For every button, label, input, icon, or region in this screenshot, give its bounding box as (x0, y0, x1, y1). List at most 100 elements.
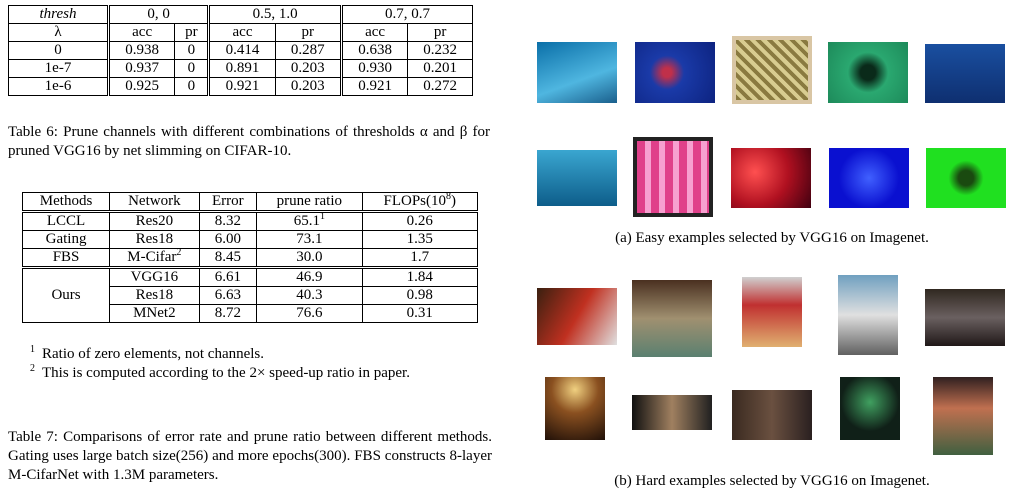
image (633, 137, 713, 217)
header-text: ) (451, 193, 456, 209)
image (925, 289, 1005, 346)
cell-text: Res18 (135, 231, 174, 247)
image (731, 148, 811, 208)
header-cell: pr (407, 23, 473, 42)
image (838, 275, 898, 355)
image (632, 280, 712, 357)
table-cell: 1.84 (361, 267, 478, 287)
figure-caption: (b) Hard examples selected by VGG16 on I… (614, 473, 930, 489)
table-cell: 6.61 (198, 267, 258, 287)
table-cell: Gating (21, 230, 111, 249)
table-cell: 0.232 (407, 41, 473, 60)
image (732, 36, 812, 104)
table-cell: 0.201 (407, 59, 473, 78)
table-cell: 6.63 (198, 286, 258, 305)
table-cell: 65.11 (256, 211, 363, 231)
table-cell: 73.1 (256, 230, 363, 249)
exponent: 8 (446, 191, 451, 202)
cell-text: 65.1 (293, 213, 320, 229)
table-cell: 1e-6 (8, 77, 110, 96)
table-cell: 40.3 (256, 286, 363, 305)
image (635, 42, 715, 103)
table-cell: 0 (174, 59, 211, 78)
header-cell: 0, 0 (107, 5, 211, 24)
table-cell: 0.930 (340, 59, 409, 78)
table-6-caption: Table 6: Prune channels with different c… (8, 124, 490, 159)
table-row: MNet2 8.72 76.6 0.31 (23, 304, 478, 323)
footnote-text: This is computed according to the 2× spe… (42, 365, 410, 381)
table-cell: 1.35 (361, 230, 478, 249)
header-cell: 0.7, 0.7 (340, 5, 474, 24)
header-cell: 0.5, 1.0 (208, 5, 343, 24)
table-row: FBS M-Cifar2 8.45 30.0 1.7 (21, 247, 478, 268)
image (742, 277, 802, 347)
header-cell: thresh (8, 5, 110, 24)
table-cell: 0.414 (208, 41, 276, 60)
table-cell: 1.7 (361, 248, 478, 268)
header-cell: Error (198, 192, 258, 212)
table-cell: MNet2 (109, 304, 200, 323)
table-6: thresh 0, 0 0.5, 1.0 0.7, 0.7 λ acc pr acc p… (8, 5, 474, 96)
cell-text: 30.0 (296, 249, 323, 265)
header-cell: prune ratio (256, 192, 363, 212)
image (537, 42, 617, 103)
table-row: 1e-6 0.925 0 0.921 0.203 0.921 0.272 (8, 77, 473, 96)
table-cell: Res18 (109, 286, 200, 305)
footnote-mark: 2 (176, 247, 182, 258)
footnote-mark: 1 (319, 211, 325, 222)
table-cell: 0.891 (208, 59, 276, 78)
table-cell: Res20 (109, 211, 200, 231)
table-cell: 46.9 (256, 267, 363, 287)
image (828, 42, 908, 103)
image (925, 44, 1005, 103)
table-cell: FBS (21, 248, 111, 268)
figure-caption: (a) Easy examples selected by VGG16 on I… (615, 230, 929, 246)
cell-text: 73.1 (296, 231, 323, 247)
image (732, 390, 812, 440)
table-cell: 0.26 (361, 211, 478, 231)
table-row: LCCL Res20 8.32 65.11 0.26 (21, 211, 478, 231)
table-cell: 0.31 (361, 304, 478, 323)
table-row: Res18 6.63 40.3 0.98 (23, 286, 478, 305)
table-cell: 76.6 (256, 304, 363, 323)
table-cell: 0.98 (361, 286, 478, 305)
image (829, 148, 909, 208)
table-cell: Ours (21, 267, 111, 323)
table-cell: 0.287 (274, 41, 343, 60)
table-7-caption: Table 7: Comparisons of error rate and p… (8, 429, 492, 483)
table-cell: 0.272 (407, 77, 473, 96)
table-cell: 0.938 (107, 41, 176, 60)
footnote-text: Ratio of zero elements, not channels. (42, 346, 265, 362)
header-cell: Methods (21, 192, 111, 212)
table-cell: 0 (174, 41, 211, 60)
table-row: 0 0.938 0 0.414 0.287 0.638 0.232 (8, 41, 473, 60)
footnote: 2 This is computed according to the 2× sp… (30, 363, 410, 382)
image (545, 377, 605, 440)
header-cell: Network (109, 192, 200, 212)
table-cell: 8.72 (198, 304, 258, 323)
table-row: Gating Res18 6.00 73.1 1.35 (21, 230, 478, 249)
table-cell: 0 (174, 77, 211, 96)
table-cell: 0.921 (340, 77, 409, 96)
cell-text: Res20 (135, 213, 174, 229)
footnote: 1 Ratio of zero elements, not channels. (30, 344, 265, 363)
table-7: Methods Network Error prune ratio FLOPs(… (21, 191, 478, 323)
header-cell: acc (208, 23, 276, 42)
image (537, 288, 617, 345)
image (926, 148, 1006, 208)
table-cell: 8.45 (198, 248, 258, 268)
header-text: FLOPs(10 (383, 193, 446, 209)
table-row: 1e-7 0.937 0 0.891 0.203 0.930 0.201 (8, 59, 473, 78)
header-cell: acc (107, 23, 176, 42)
header-cell: acc (340, 23, 409, 42)
table-cell: 0.638 (340, 41, 409, 60)
table-cell: Res18 (109, 230, 200, 249)
table-cell: 1e-7 (8, 59, 110, 78)
table-cell: 0.203 (274, 77, 343, 96)
table-cell: VGG16 (109, 267, 200, 287)
table-cell: LCCL (21, 211, 111, 231)
header-cell: λ (8, 23, 110, 42)
table-cell: 0.925 (107, 77, 176, 96)
header-cell: pr (174, 23, 211, 42)
